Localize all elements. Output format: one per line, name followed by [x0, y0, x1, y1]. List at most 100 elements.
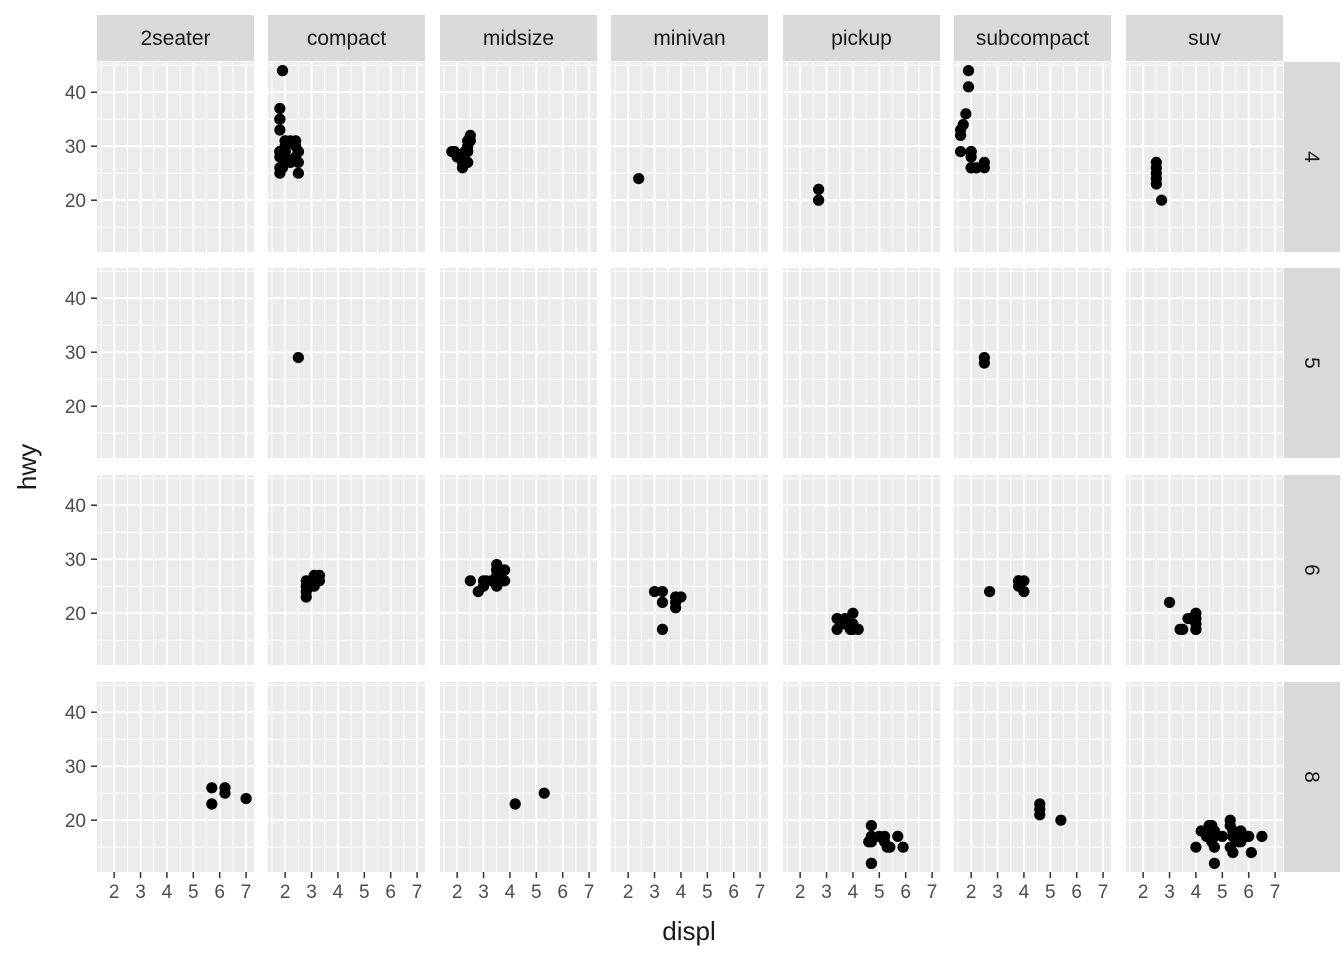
data-point	[1227, 825, 1239, 837]
panel-2seater-5	[97, 268, 254, 458]
x-tick-label: 6	[1243, 882, 1254, 903]
panel-midsize-5	[440, 268, 597, 458]
panel-background	[1126, 62, 1283, 252]
panel-pickup-4	[783, 62, 940, 252]
strip-pickup	[783, 15, 940, 61]
x-tick-label: 4	[333, 882, 344, 903]
data-point	[206, 782, 218, 794]
x-tick-label: 4	[676, 882, 687, 903]
panel-pickup-6	[783, 475, 940, 665]
panel-background	[611, 475, 768, 665]
data-point	[462, 156, 474, 168]
strip-label-8: 8	[1300, 771, 1323, 783]
data-point	[656, 623, 669, 635]
strip-compact	[268, 15, 425, 61]
data-point	[1055, 814, 1067, 826]
strip-5	[1284, 268, 1340, 458]
x-tick-label: 3	[649, 882, 660, 903]
data-point	[1018, 585, 1030, 598]
x-tick-label: 5	[188, 882, 199, 903]
data-point	[279, 135, 291, 147]
data-point	[656, 596, 669, 608]
x-tick-label: 3	[1164, 882, 1175, 903]
data-point	[274, 102, 286, 115]
x-tick-label: 2	[795, 882, 806, 903]
panel-suv-4	[1126, 62, 1283, 252]
x-tick-label: 2	[1138, 882, 1149, 903]
data-point	[1163, 596, 1176, 608]
data-point	[884, 841, 896, 853]
data-point	[1013, 575, 1025, 587]
panel-background	[783, 682, 940, 872]
data-point	[813, 183, 825, 195]
panel-background	[783, 475, 940, 665]
data-point	[965, 151, 977, 163]
x-tick-label: 2	[280, 882, 291, 903]
data-point	[1235, 825, 1247, 837]
data-point	[219, 787, 231, 799]
data-point	[496, 575, 508, 587]
x-tick-label: 6	[385, 882, 396, 903]
data-point	[240, 792, 252, 805]
strip-2seater	[97, 15, 254, 61]
data-point	[831, 623, 843, 635]
panel-minivan-4	[611, 62, 768, 252]
y-tick-label: 40	[65, 496, 86, 517]
data-point	[1190, 623, 1202, 635]
y-tick-label: 30	[65, 137, 86, 158]
strip-8	[1284, 682, 1340, 872]
x-tick-label: 4	[1191, 882, 1202, 903]
data-point	[633, 172, 645, 185]
x-tick-label: 4	[162, 882, 173, 903]
data-point	[970, 162, 983, 174]
panel-background	[1126, 682, 1283, 872]
x-tick-label: 7	[241, 882, 252, 903]
strip-label-compact: compact	[307, 27, 387, 50]
panel-background	[440, 682, 597, 872]
panel-2seater-8	[97, 682, 254, 872]
panel-background	[783, 268, 940, 458]
data-point	[670, 602, 682, 614]
x-tick-label: 4	[848, 882, 859, 903]
panel-background	[440, 268, 597, 458]
panel-pickup-5	[783, 268, 940, 458]
data-point	[954, 146, 967, 158]
data-point	[1156, 194, 1168, 206]
x-tick-label: 7	[927, 882, 938, 903]
data-point	[847, 623, 859, 635]
panel-background	[268, 268, 425, 458]
panel-suv-6	[1126, 475, 1283, 665]
data-point	[462, 135, 474, 147]
data-point	[1232, 836, 1244, 848]
panel-background	[97, 475, 254, 665]
data-point	[1190, 841, 1202, 853]
panel-background	[440, 475, 597, 665]
panel-compact-5	[268, 268, 425, 458]
panel-pickup-8	[783, 682, 940, 872]
x-tick-label: 2	[109, 882, 120, 903]
x-tick-label: 6	[728, 882, 739, 903]
x-tick-label: 3	[821, 882, 832, 903]
panel-minivan-6	[611, 475, 768, 665]
panel-background	[611, 62, 768, 252]
x-tick-label: 7	[584, 882, 595, 903]
x-tick-label: 6	[1071, 882, 1082, 903]
data-point	[300, 591, 312, 603]
data-point	[847, 607, 859, 619]
panel-minivan-5	[611, 268, 768, 458]
panel-subcompact-4	[954, 62, 1111, 252]
data-point	[292, 167, 304, 179]
panel-subcompact-8	[954, 682, 1111, 872]
x-tick-label: 7	[412, 882, 423, 903]
data-point	[962, 81, 975, 93]
strip-4	[1284, 62, 1340, 252]
y-tick-label: 40	[65, 703, 86, 724]
y-tick-label: 20	[65, 604, 86, 625]
data-point	[1177, 623, 1189, 635]
x-tick-label: 4	[505, 882, 516, 903]
data-point	[978, 156, 990, 168]
y-tick-label: 20	[65, 191, 86, 212]
data-point	[1243, 830, 1255, 842]
data-point	[274, 124, 286, 136]
